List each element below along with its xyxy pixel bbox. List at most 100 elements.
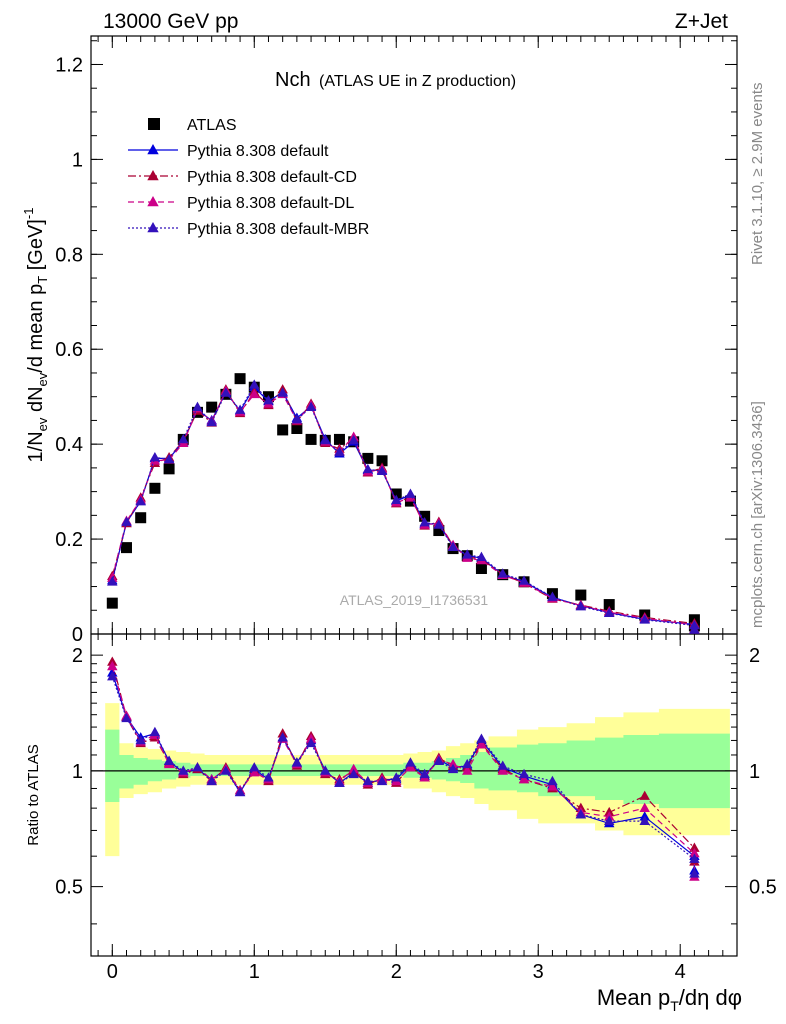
atlas-data-point [603,599,615,611]
mc-series-3-point [234,404,246,414]
y-tick-label: 0 [72,624,83,646]
ratio-y-tick-label: 1 [72,761,83,783]
chart-title-sub: (ATLAS UE in Z production) [319,73,516,90]
legend-marker [148,118,160,130]
x-tick-label: 0 [107,961,118,983]
ratio-series-2-point [518,773,530,784]
ratio-series-3-point [220,765,232,775]
ratio-plot-frame [90,633,738,957]
mc-series-3-point [575,600,587,611]
x-tick-label: 4 [675,961,686,983]
mc-series-3-point [220,387,232,397]
mc-series-3-point [121,516,132,526]
ratio-series-3-point [334,777,345,787]
y-tick-label: 0.6 [55,339,83,361]
mc-series-3-point [547,591,558,601]
header-left: 13000 GeV pp [103,10,238,33]
mc-series-3-point [263,394,274,405]
atlas-data-point [475,563,487,575]
rivet-label: Rivet 3.1.10, ≥ 2.9M events [749,83,766,266]
mc-series-3-point [476,551,487,561]
mc-series-3-point [305,401,317,411]
y-tick-label: 0.4 [55,434,83,456]
mc-series-3-point [362,463,374,474]
ratio-series-3-point [447,763,459,774]
main-axes: 0 0.2 0.4 0.6 0.8 1 1.2 [55,36,737,956]
mc-series-1-line [111,388,696,630]
mc-series-3-point [348,434,359,445]
atlas-data-point [163,463,175,475]
mc-series-3-point [149,451,161,462]
mc-series-3-point [107,576,118,586]
ratio-series-3-point [263,772,274,782]
ratio-y-tick-label: 1 [749,761,760,783]
ratio-series-3-point [348,768,359,779]
ratio-series-3-point [547,775,558,786]
mc-series-3-point [497,568,508,578]
atlas-data-point [149,482,161,494]
ratio-series-2-point [462,765,473,775]
atlas-data-point [234,373,246,385]
ratio-series-2-point [405,762,416,772]
ratio-series-3-point [320,765,331,775]
mc-series-3-point [518,575,530,585]
ratio-series-2-point [476,739,487,749]
atlas-data-point [305,433,317,445]
mc-series-3-point [277,387,288,397]
ratio-series-3-point [639,815,650,826]
ratio-series-3-point [518,768,530,779]
legend-label: Pythia 8.308 default [187,143,329,160]
mc-series-3-point [639,614,650,624]
mc-series-2-point [249,388,260,399]
ratio-series-3-point [575,809,587,819]
header-right: Z+Jet [675,10,728,33]
mc-series-3-point [249,379,260,389]
y-tick-label: 1.2 [55,54,83,76]
ratio-series-2-point [348,763,359,774]
ratio-series-1-point [639,790,650,800]
x-tick-label: 3 [533,961,544,983]
atlas-data-point [135,512,147,524]
atlas-data-point [106,597,118,609]
ratio-series-3-point [277,732,288,742]
ratio-series-3-point [603,815,615,826]
ratio-y-tick-label: 0.5 [55,877,83,899]
atlas-data-point [575,589,587,601]
ratio-series-2-point [689,847,700,858]
y-tick-label: 0.8 [55,244,83,266]
mc-series-3-point [135,496,146,506]
legend-marker [147,196,159,207]
ratio-series-3-point [462,758,473,769]
y-tick-label: 1 [72,149,83,171]
ratio-series-3-point [192,762,203,772]
mcplots-label: mcplots.cern.ch [arXiv:1306.3436] [749,401,766,628]
atlas-data-point [206,401,218,413]
legend-label: ATLAS [187,117,237,134]
ratio-series-3-point [433,755,445,766]
main-series [106,373,700,634]
ratio-series-3-point [689,853,700,863]
x-tick-label: 1 [249,961,260,983]
mc-series-3-point [603,607,615,617]
ratio-series-3-point [376,775,388,786]
ratio-series-2-point [249,767,260,777]
ratio-bands [105,703,730,857]
mc-series-3-point [178,433,189,444]
ratio-series-3-point [121,712,132,723]
mc-series-3-point [447,541,459,551]
ratio-y-tick-label: 0.5 [749,877,777,899]
mc-series-3-point [462,549,473,559]
ratio-series-2-point [497,765,508,775]
legend-label: Pythia 8.308 default-CD [187,169,357,186]
atlas-data-point [291,422,303,434]
x-tick-label: 2 [391,961,402,983]
legend-marker [147,222,159,233]
ratio-series [107,656,700,881]
ratio-series-3-point [497,760,508,770]
atlas-data-point [362,452,374,464]
atlas-data-point [277,424,289,436]
ratio-series-3-point [107,670,118,681]
atlas-data-point [376,455,388,467]
ratio-series-3-point [362,775,374,786]
